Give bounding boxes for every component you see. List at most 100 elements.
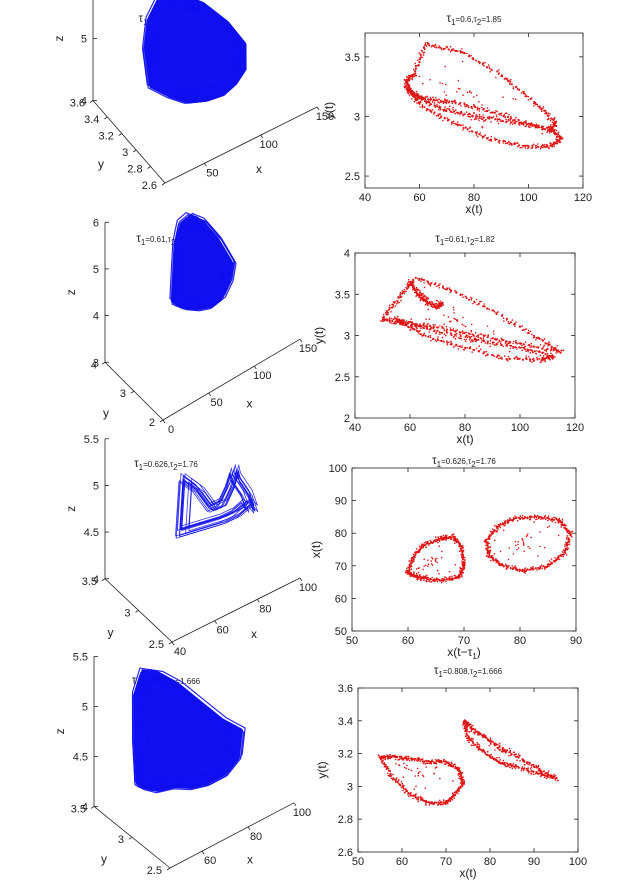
data-point [414,554,416,556]
data-point [477,334,480,337]
data-point [464,559,466,561]
data-point [479,748,481,751]
data-point [437,304,439,306]
data-point [561,551,564,553]
data-point [413,572,415,575]
data-point [452,108,454,111]
data-point [542,125,545,128]
data-point [491,309,493,312]
y-tick [89,100,94,103]
data-point [503,750,506,753]
data-point [422,333,425,336]
data-point [558,558,561,561]
data-point [494,118,497,121]
data-point [390,322,392,324]
data-point [436,760,438,763]
data-point [497,523,500,526]
data-point [468,730,470,733]
x-axis [169,802,295,869]
data-point [547,341,550,344]
data-point [479,132,482,134]
data-point [463,349,466,351]
data-point [469,339,471,341]
data-point [548,565,550,567]
data-point [444,98,446,100]
data-point [452,111,454,114]
data-point [540,770,543,772]
y-tick [135,610,139,613]
y-tick [166,867,171,871]
data-point [445,102,448,105]
data-point [544,342,546,344]
data-point [458,124,461,126]
data-point [555,125,557,128]
data-point [436,99,439,102]
data-point [455,332,458,335]
data-point [422,568,424,571]
data-point [457,345,459,348]
data-point [409,562,412,565]
data-point [461,560,463,563]
data-point [521,767,523,770]
data-point [486,107,489,109]
data-point [566,547,569,549]
data-point [519,759,521,762]
data-point [439,333,441,336]
data-point [423,579,425,582]
data-point [423,565,425,567]
data-point [412,75,415,77]
data-point [526,568,529,570]
data-point [482,340,485,343]
data-point [496,110,499,113]
data-point [522,543,525,545]
data-point [406,82,408,85]
data-point [477,302,480,305]
data-point [466,105,468,107]
data-point [551,357,553,360]
data-point [460,105,462,107]
data-point [406,573,409,575]
z-axis-label: z [52,36,66,42]
data-point [380,756,383,759]
data-point [520,346,522,349]
data-point [401,292,404,295]
data-point [554,131,556,134]
data-point [537,336,539,339]
data-point [546,352,549,355]
data-point [453,99,456,102]
data-point [428,283,431,286]
data-point [427,297,430,300]
data-point [416,767,419,770]
data-point [531,125,534,127]
data-point [432,306,434,308]
data-point [508,350,511,353]
data-point [525,570,527,573]
z-tick-label: 4 [81,96,87,108]
data-point [543,568,546,570]
data-point [452,328,455,330]
data-point [478,100,480,103]
data-point [563,553,565,556]
data-point [404,81,407,84]
data-point [562,349,565,352]
data-point [447,107,449,110]
data-point [426,574,428,577]
data-point [417,325,420,328]
data-point [450,796,453,799]
data-point [486,552,489,555]
data-point [550,143,553,145]
data-point [561,521,564,525]
data-point [382,763,385,765]
data-point [555,129,558,132]
data-point [532,357,535,360]
data-point [517,753,520,755]
data-point [438,98,440,101]
data-point [384,756,387,759]
data-point [429,104,431,106]
data-point [537,567,540,569]
data-point [510,518,512,521]
data-point [502,564,505,567]
data-point [538,517,540,520]
data-point [399,320,402,323]
y-tick [168,641,173,645]
